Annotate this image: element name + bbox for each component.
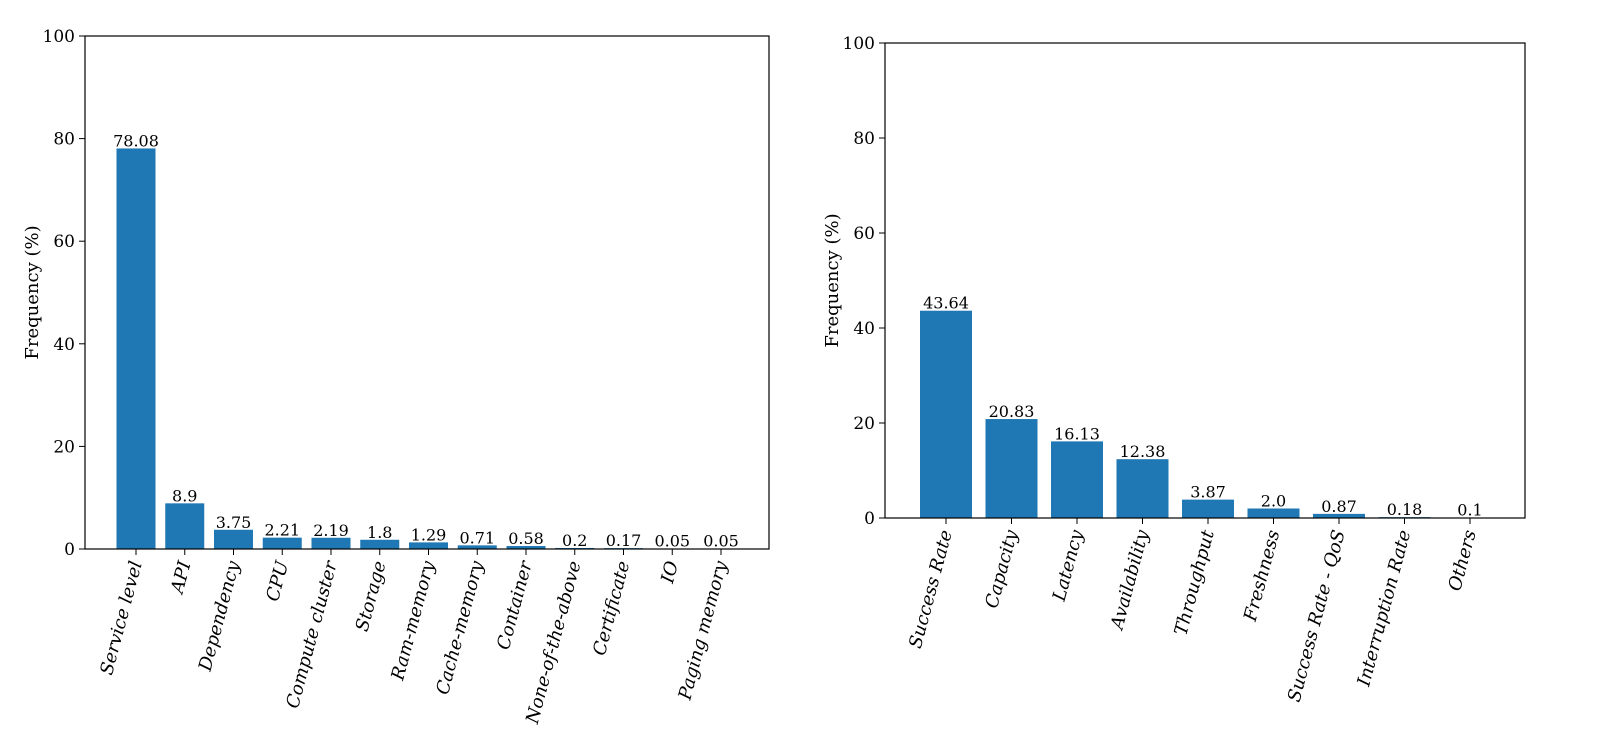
chart2-x-tick-label-2: Capacity — [981, 527, 1022, 611]
chart1-x-tick-label-13: Paging memory — [674, 558, 732, 703]
chart1-data-label-13: 0.05 — [703, 532, 739, 551]
chart2-x-tick-label-6: Freshness — [1240, 528, 1285, 625]
chart2-y-tick-label-80: 80 — [853, 129, 875, 149]
chart1-data-label-12: 0.05 — [654, 532, 690, 551]
chart1-bar-6 — [360, 539, 400, 549]
chart1-y-axis-label: Frequency (%) — [22, 225, 43, 359]
chart1-data-label-10: 0.2 — [562, 531, 587, 550]
chart1-x-tick-label-2: API — [166, 558, 195, 597]
chart2-x-tick-label-1: Success Rate — [905, 528, 957, 651]
chart2-data-label-8: 0.18 — [1387, 500, 1423, 519]
chart1-data-label-5: 2.19 — [313, 521, 349, 540]
chart2-data-label-7: 0.87 — [1321, 497, 1357, 516]
chart1-x-tick-label-12: IO — [657, 559, 683, 587]
chart1-data-label-9: 0.58 — [508, 529, 544, 548]
chart2-data-label-9: 0.1 — [1457, 501, 1482, 520]
chart2-bar-3 — [1051, 441, 1103, 518]
chart2-axes-frame — [884, 42, 1526, 519]
chart2-y-tick-label-60: 60 — [853, 224, 875, 244]
chart1-y-tick-label-0: 0 — [64, 540, 75, 560]
chart1-bar-4 — [262, 537, 302, 549]
chart2-data-label-2: 20.83 — [989, 402, 1035, 421]
chart1-data-label-4: 2.21 — [264, 521, 300, 540]
chart2-bar-7 — [1313, 513, 1365, 518]
chart2-x-tick-label-4: Availability — [1106, 527, 1153, 633]
chart1-bar-2 — [165, 503, 205, 549]
chart1-y-tick-label-60: 60 — [53, 232, 75, 252]
chart2-data-label-5: 3.87 — [1190, 483, 1226, 502]
chart2-y-tick-label-100: 100 — [843, 34, 875, 54]
chart2-x-tick-label-5: Throughput — [1171, 527, 1219, 638]
chart2-y-tick-label-0: 0 — [864, 509, 875, 529]
chart1-data-label-1: 78.08 — [113, 131, 159, 150]
chart1-data-label-7: 1.29 — [411, 525, 447, 544]
chart2-data-label-3: 16.13 — [1054, 424, 1100, 443]
chart2-x-tick-label-8: Interruption Rate — [1353, 528, 1415, 690]
chart1-x-tick-label-9: Container — [493, 558, 537, 652]
chart2-bar-4 — [1116, 459, 1169, 518]
chart1-x-tick-label-1: Service level — [96, 559, 147, 678]
chart1-y-tick-label-80: 80 — [53, 130, 75, 150]
chart1-data-label-8: 0.71 — [459, 528, 495, 547]
chart1-y-tick-label-40: 40 — [53, 335, 75, 355]
chart1-data-label-11: 0.17 — [606, 531, 642, 550]
chart1-x-tick-label-4: CPU — [262, 558, 293, 604]
chart1-bar-9 — [506, 546, 546, 549]
chart1-x-tick-label-3: Dependency — [195, 558, 245, 674]
chart1-data-label-2: 8.9 — [172, 486, 197, 505]
chart1-data-label-6: 1.8 — [367, 523, 392, 542]
chart2-x-tick-label-7: Success Rate - QoS — [1284, 528, 1350, 704]
chart2-data-label-6: 2.0 — [1261, 492, 1286, 511]
chart2-bar-5 — [1182, 499, 1234, 518]
chart2-bar-2 — [985, 419, 1038, 518]
chart1-x-tick-label-11: Certificate — [589, 559, 634, 658]
chart2-data-label-4: 12.38 — [1120, 442, 1166, 461]
chart1-x-tick-label-8: Cache-memory — [432, 558, 488, 697]
chart1-bar-5 — [311, 537, 351, 549]
chart2-x-tick-label-3: Latency — [1049, 527, 1089, 604]
chart1-bar-8 — [457, 545, 497, 549]
chart1-x-tick-label-7: Ram-memory — [387, 558, 439, 683]
chart2-x-tick-label-9: Others — [1444, 528, 1480, 593]
chart1-axes-frame — [84, 35, 770, 550]
chart1-x-tick-label-6: Storage — [352, 559, 391, 634]
chart2-y-tick-label-20: 20 — [853, 414, 875, 434]
chart1-y-tick-label-100: 100 — [43, 27, 75, 47]
chart2-data-label-1: 43.64 — [923, 294, 969, 313]
chart2-y-axis-label: Frequency (%) — [822, 213, 843, 347]
chart2-bar-6 — [1247, 508, 1300, 518]
chart1-x-tick-label-5: Compute cluster — [282, 558, 342, 711]
chart1-y-tick-label-20: 20 — [53, 437, 75, 457]
chart1-bar-7 — [409, 542, 448, 549]
chart2-y-tick-label-40: 40 — [853, 319, 875, 339]
chart2-bar-1 — [920, 310, 972, 518]
chart1-data-label-3: 3.75 — [216, 513, 252, 532]
chart1-bar-1 — [116, 148, 156, 550]
chart1-bar-3 — [214, 529, 253, 549]
